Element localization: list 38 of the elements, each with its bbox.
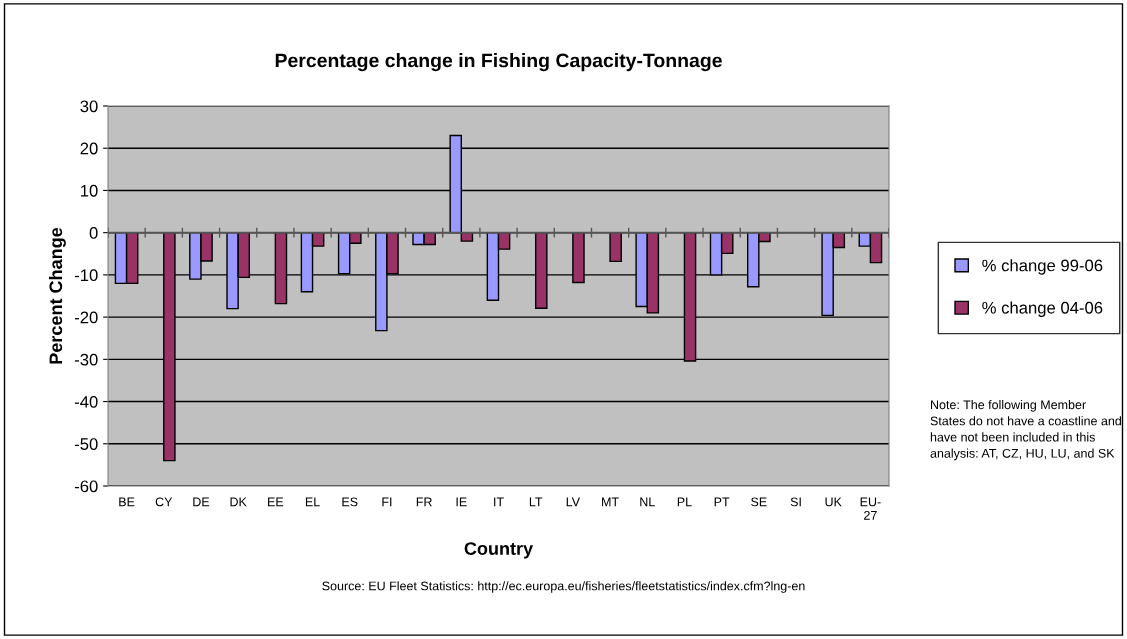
x-tick-label: MT	[602, 497, 619, 507]
chart-title: Percentage change in Fishing Capacity-Tonnage	[275, 53, 722, 72]
y-tick-label: -30	[74, 353, 98, 366]
x-tick-label: SI	[790, 497, 801, 507]
x-tick-label: CY	[155, 497, 173, 507]
legend-label: % change 04-06	[982, 301, 1103, 317]
x-tick-label: DE	[193, 497, 210, 507]
x-axis-title: Country	[464, 542, 534, 559]
text: Note: The following Member States do not have a coastline and have not been included in this analysis: AT, CZ, HU, LU, and SK	[930, 400, 1121, 461]
y-tick-label: 10	[81, 184, 98, 197]
x-tick-label: EL	[305, 497, 320, 507]
y-tick-label: 0	[89, 227, 98, 239]
x-tick-label: EU-27	[860, 497, 881, 520]
x-tick-label: UK	[825, 497, 842, 507]
x-tick-label: ES	[342, 497, 358, 507]
x-tick-label: LV	[566, 497, 581, 507]
x-tick-label: LT	[529, 497, 543, 507]
y-tick-label: 30	[80, 100, 98, 113]
y-tick-label: -10	[74, 269, 98, 282]
x-tick-label: EE	[268, 497, 284, 507]
y-tick-label: -60	[74, 480, 98, 493]
source-note: Source: EU Fleet Statistics: http://ec.europa.eu/fisheries/fleetstatistics/index.cfm?lng-en	[322, 581, 805, 593]
x-tick-label: PL	[677, 497, 692, 507]
x-tick-label: IT	[494, 497, 504, 507]
x-tick-label: PT	[714, 497, 730, 507]
x-tick-label: IE	[456, 497, 467, 507]
legend-label: % change 99-06	[982, 259, 1103, 275]
y-tick-label: -20	[74, 311, 98, 324]
y-tick-label: -50	[74, 438, 98, 450]
y-tick-label: 20	[80, 142, 98, 155]
x-tick-label: FR	[416, 497, 432, 507]
x-tick-label: SE	[751, 497, 767, 507]
x-tick-label: BE	[119, 497, 135, 507]
y-tick-label: -40	[74, 395, 98, 408]
x-tick-label: DK	[230, 497, 247, 507]
x-tick-label: FI	[382, 497, 392, 507]
y-axis-title: Percent Change	[48, 227, 66, 364]
x-tick-label: NL	[640, 497, 655, 507]
